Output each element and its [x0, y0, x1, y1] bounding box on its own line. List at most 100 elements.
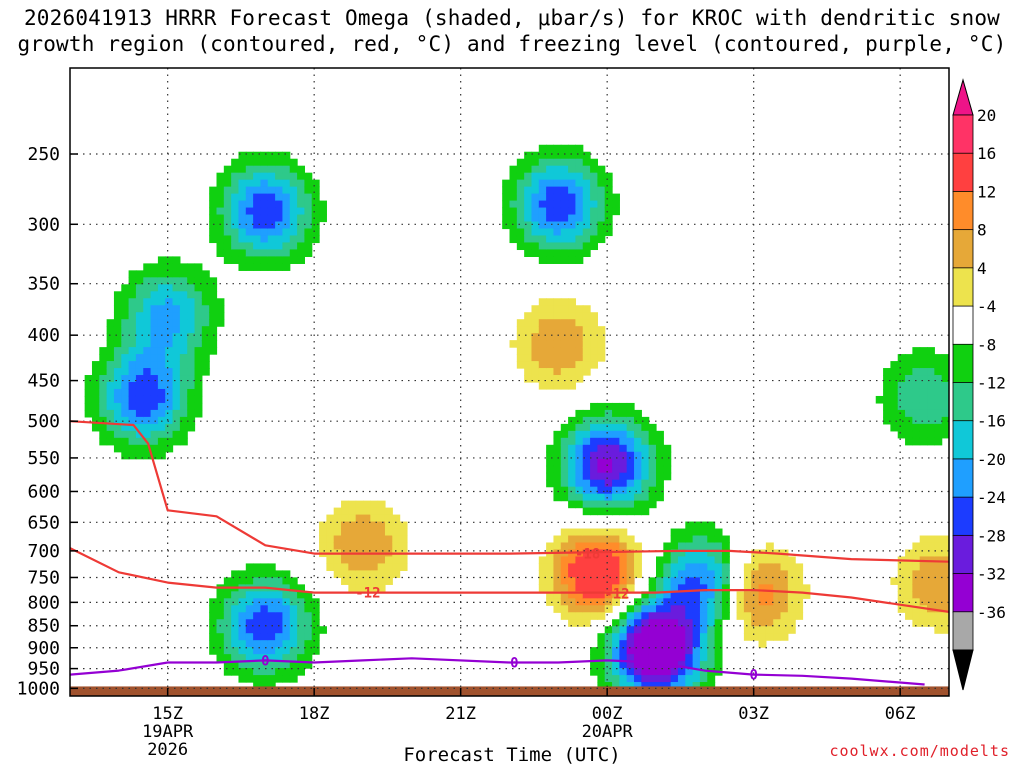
omega-cell [179, 402, 188, 411]
omega-cell [319, 542, 327, 551]
omega-cell [289, 605, 298, 613]
omega-cell [568, 423, 577, 432]
omega-cell [648, 626, 657, 634]
omega-cell [172, 416, 181, 425]
omega-cell [267, 570, 276, 578]
omega-cell [641, 423, 650, 432]
omega-cell [714, 598, 723, 606]
omega-cell [934, 535, 943, 544]
omega-cell [245, 158, 254, 167]
omega-cell [590, 354, 598, 362]
omega-cell [165, 395, 174, 404]
omega-cell [677, 626, 686, 634]
omega-cell [348, 577, 357, 585]
omega-cell [787, 605, 796, 613]
omega-cell [575, 200, 584, 209]
omega-cell [245, 256, 254, 264]
omega-cell [275, 165, 284, 174]
omega-cell [568, 235, 577, 244]
omega-cell [656, 556, 664, 565]
omega-cell [648, 605, 657, 613]
omega-cell [670, 619, 679, 627]
omega-cell [348, 570, 357, 578]
omega-cell [135, 319, 144, 327]
omega-cell [150, 312, 159, 320]
omega-cell [582, 249, 591, 257]
omega-cell [919, 591, 928, 599]
omega-cell [751, 584, 760, 592]
omega-cell [912, 388, 921, 397]
omega-cell [560, 437, 569, 446]
omega-cell [604, 228, 613, 237]
omega-cell [575, 430, 584, 439]
omega-cell [582, 368, 591, 376]
omega-cell [143, 354, 152, 362]
omega-cell [113, 319, 122, 327]
omega-cell [231, 200, 240, 209]
omega-cell [568, 493, 577, 502]
contour-label: 0 [261, 653, 269, 669]
omega-cell [194, 409, 203, 418]
omega-cell [106, 319, 115, 327]
omega-cell [187, 263, 196, 271]
omega-cell [927, 354, 935, 362]
omega-cell [590, 605, 598, 613]
omega-cell [267, 172, 276, 181]
omega-cell [370, 535, 379, 544]
omega-cell [634, 465, 642, 474]
omega-cell [289, 661, 298, 669]
omega-cell [187, 305, 196, 313]
omega-cell [941, 354, 949, 362]
omega-cell [275, 214, 284, 223]
omega-cell [194, 402, 203, 411]
omega-cell [590, 437, 598, 446]
omega-cell [546, 165, 555, 174]
omega-cell [223, 619, 232, 627]
omega-cell [187, 375, 196, 383]
omega-cell [934, 605, 943, 613]
omega-cell [304, 200, 313, 209]
omega-cell [253, 200, 262, 209]
omega-cell [560, 451, 569, 460]
omega-cell [377, 535, 386, 544]
omega-cell [656, 675, 664, 683]
omega-cell [84, 388, 93, 397]
omega-cell [641, 619, 650, 627]
colorbar-swatch [952, 611, 974, 651]
omega-cell [619, 619, 628, 627]
omega-cell [677, 633, 686, 641]
omega-cell [143, 319, 152, 327]
omega-cell [135, 388, 144, 397]
omega-cell [890, 375, 899, 383]
omega-cell [575, 451, 584, 460]
omega-cell [597, 165, 606, 174]
omega-cell [282, 654, 291, 662]
omega-cell [663, 654, 672, 662]
omega-cell [663, 626, 672, 634]
omega-cell [275, 228, 284, 237]
omega-cell [560, 305, 569, 313]
omega-cell [245, 179, 254, 188]
omega-cell [179, 416, 188, 425]
omega-cell [568, 221, 577, 230]
omega-cell [355, 556, 364, 565]
omega-cell [128, 270, 137, 278]
omega-cell [568, 305, 577, 313]
omega-cell [399, 528, 408, 537]
omega-cell [685, 542, 694, 551]
omega-cell [590, 361, 598, 369]
omega-cell [692, 675, 701, 683]
omega-cell [384, 570, 393, 578]
omega-cell [927, 395, 935, 404]
omega-cell [919, 430, 928, 439]
omega-cell [641, 654, 650, 662]
omega-cell [135, 354, 144, 362]
omega-cell [919, 423, 928, 432]
omega-cell [575, 479, 584, 488]
omega-cell [165, 361, 174, 369]
omega-cell [905, 430, 913, 439]
omega-cell [568, 472, 577, 481]
omega-cell [648, 486, 657, 495]
omega-cell [626, 661, 635, 669]
omega-cell [304, 214, 313, 223]
